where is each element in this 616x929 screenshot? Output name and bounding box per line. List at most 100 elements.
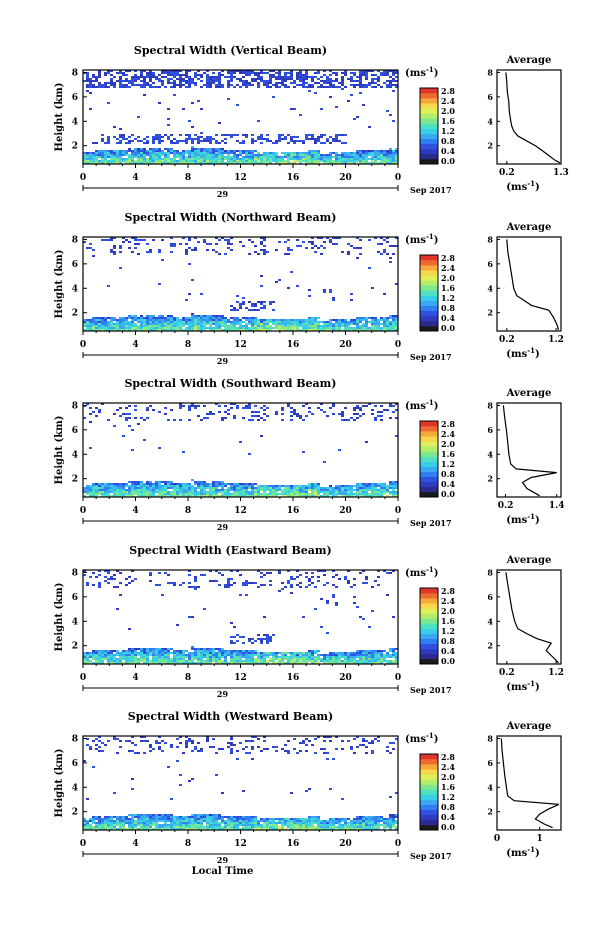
- heatmap-cell: [305, 403, 308, 405]
- heatmap-cell: [212, 822, 215, 824]
- heatmap-cell: [329, 80, 332, 82]
- heatmap-cell: [293, 654, 296, 656]
- heatmap-cell: [383, 152, 386, 154]
- colorbar-segment: [420, 88, 438, 94]
- heatmap-cell: [188, 826, 191, 828]
- x-tick-label: 0: [80, 506, 86, 516]
- heatmap-cell: [236, 487, 239, 489]
- heatmap-cell: [185, 822, 188, 824]
- heatmap-cell: [95, 658, 98, 660]
- heatmap-cell: [290, 140, 293, 142]
- heatmap-cell: [116, 818, 119, 820]
- heatmap-cell: [221, 134, 224, 136]
- heatmap-cell: [191, 828, 194, 830]
- heatmap-cell: [158, 142, 161, 144]
- colorbar-tick-label: 0.8: [441, 136, 455, 146]
- heatmap-cell: [380, 662, 383, 664]
- heatmap-cell: [323, 247, 326, 249]
- heatmap-cell: [299, 70, 302, 72]
- heatmap-cell: [242, 491, 245, 493]
- heatmap-cell: [338, 140, 341, 142]
- heatmap-cell: [203, 405, 206, 407]
- heatmap-cell: [170, 315, 173, 317]
- heatmap-cell: [278, 658, 281, 660]
- heatmap-cell: [305, 86, 308, 88]
- heatmap-cell: [221, 491, 224, 493]
- heatmap-cell: [248, 301, 251, 303]
- heatmap-cell: [131, 658, 134, 660]
- heatmap-cell: [206, 654, 209, 656]
- heatmap-cell: [377, 570, 380, 572]
- heatmap-cell: [365, 650, 368, 652]
- heatmap-cell: [209, 820, 212, 822]
- heatmap-cell: [191, 327, 194, 329]
- heatmap-cell: [323, 411, 326, 413]
- heatmap-cell: [161, 493, 164, 495]
- heatmap-cell: [113, 826, 116, 828]
- heatmap-cell: [137, 818, 140, 820]
- colorbar-tick-label: 2.8: [441, 586, 455, 596]
- day-label: 29: [217, 189, 229, 199]
- heatmap-cell: [182, 820, 185, 822]
- heatmap-cell: [242, 485, 245, 487]
- heatmap-cell: [395, 237, 398, 239]
- heatmap-cell: [203, 315, 206, 317]
- heatmap-cell: [92, 317, 95, 319]
- heatmap-cell: [392, 329, 395, 331]
- heatmap-cell: [362, 582, 365, 584]
- heatmap-cell: [374, 325, 377, 327]
- heatmap-cell: [203, 487, 206, 489]
- heatmap-cell: [254, 483, 257, 485]
- heatmap-cell: [152, 162, 155, 164]
- heatmap-cell: [101, 239, 104, 241]
- heatmap-cell: [149, 156, 152, 158]
- heatmap-cell: [356, 325, 359, 327]
- heatmap-cell: [395, 485, 398, 487]
- heatmap-cell: [311, 152, 314, 154]
- heatmap-cell: [197, 662, 200, 664]
- heatmap-cell: [359, 247, 362, 249]
- heatmap-cell: [242, 652, 245, 654]
- heatmap-cell: [239, 241, 242, 243]
- heatmap-cell: [305, 586, 308, 588]
- heatmap-cell: [140, 148, 143, 150]
- heatmap-cell: [353, 602, 356, 604]
- average-frame: [496, 402, 562, 498]
- heatmap-cell: [251, 84, 254, 86]
- heatmap-cell: [143, 491, 146, 493]
- colorbar-segment: [420, 658, 438, 665]
- heatmap-cell: [272, 656, 275, 658]
- heatmap-cell: [212, 658, 215, 660]
- heatmap-cell: [359, 325, 362, 327]
- heatmap-cell: [254, 74, 257, 76]
- heatmap-cell: [206, 658, 209, 660]
- heatmap-cell: [104, 656, 107, 658]
- heatmap-cell: [392, 652, 395, 654]
- heatmap-cell: [116, 495, 119, 497]
- heatmap-cell: [251, 662, 254, 664]
- heatmap-cell: [209, 822, 212, 824]
- heatmap-cell: [233, 485, 236, 487]
- heatmap-cell: [263, 584, 266, 586]
- heatmap-cell: [197, 822, 200, 824]
- heatmap-cell: [350, 293, 353, 295]
- heatmap-cell: [110, 70, 113, 72]
- heatmap-cell: [185, 483, 188, 485]
- heatmap-cell: [263, 323, 266, 325]
- heatmap-cell: [131, 154, 134, 156]
- heatmap-cell: [245, 319, 248, 321]
- average-y-tick-label: 8: [487, 234, 493, 244]
- heatmap-cell: [128, 86, 131, 88]
- heatmap-cell: [371, 329, 374, 331]
- heatmap-cell: [383, 160, 386, 162]
- heatmap-cell: [395, 162, 398, 164]
- heatmap-cell: [254, 487, 257, 489]
- heatmap-cell: [188, 136, 191, 138]
- heatmap-cell: [185, 828, 188, 830]
- heatmap-cell: [338, 154, 341, 156]
- heatmap-cell: [341, 419, 344, 421]
- heatmap-cell: [305, 156, 308, 158]
- heatmap-cell: [200, 493, 203, 495]
- heatmap-cell: [155, 136, 158, 138]
- heatmap-cell: [116, 154, 119, 156]
